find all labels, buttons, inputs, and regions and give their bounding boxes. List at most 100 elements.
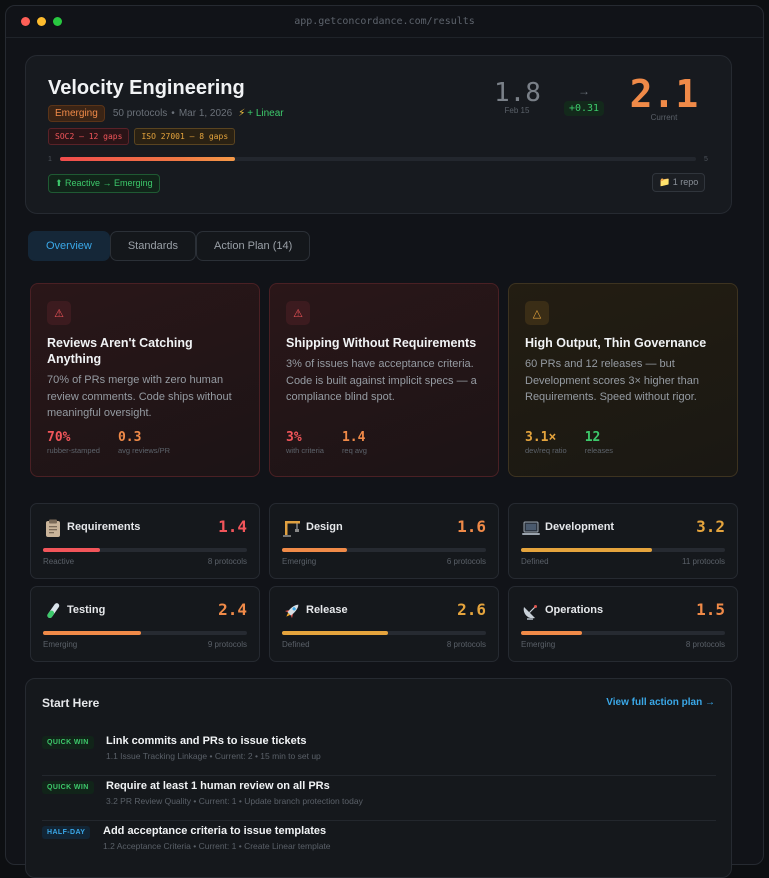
tab-overview[interactable]: Overview [28,231,110,261]
maximize-window-button[interactable] [53,17,62,26]
category-card-operations[interactable]: Operations 1.5 Emerging 8 protocols [508,586,738,662]
scale-min-label: 1 [48,156,52,163]
category-card-release[interactable]: Release 2.6 Defined 8 protocols [269,586,499,662]
insight-stats: 3.1× dev/req ratio 12 releases [525,430,613,455]
category-level: Defined [282,640,310,649]
category-progress-fill [43,631,141,635]
stat-value: 0.3 [117,430,142,445]
stat-label: req avg [341,446,367,455]
insight-card-governance[interactable]: △ High Output, Thin Governance 60 PRs an… [508,283,738,477]
iso-gap-tag[interactable]: ISO 27001 — 8 gaps [134,128,236,145]
previous-score-date: Feb 15 [504,106,530,115]
category-level: Emerging [282,557,317,566]
title-bar: app.getconcordance.com/results [6,6,763,38]
company-name: Velocity Engineering [48,77,245,99]
stat-label: avg reviews/PR [117,446,171,455]
tab-action-plan[interactable]: Action Plan (14) [196,231,311,261]
current-score-value: 2.1 [629,72,699,116]
start-here-title: Start Here [42,696,100,710]
stat-label: rubber-stamped [47,446,100,455]
category-progress-fill [282,548,348,552]
stat-value: 3% [286,430,302,445]
category-score: 2.4 [218,600,247,619]
action-subtitle: 1.1 Issue Tracking Linkage • Current: 2 … [106,751,321,761]
category-card-development[interactable]: Development 3.2 Defined 11 protocols [508,503,738,579]
category-protocols: 8 protocols [685,640,725,649]
category-score: 1.6 [457,517,486,536]
current-score-label: Current [650,113,678,122]
insight-stats: 70% rubber-stamped 0.3 avg reviews/PR [47,430,170,455]
insight-stat: 3.1× dev/req ratio [525,430,567,455]
integration-label: + Linear [247,108,284,119]
view-action-plan-link[interactable]: View full action plan → [606,697,715,708]
warning-icon: ⚠ [286,301,310,325]
assessment-date: Mar 1, 2026 [178,108,233,119]
score-delta-badge: +0.31 [563,101,605,116]
category-protocols: 8 protocols [446,640,486,649]
satellite-icon [521,601,541,621]
tab-standards[interactable]: Standards [109,231,196,261]
trend-badge: ⬆ Reactive → Emerging [48,174,160,193]
maturity-level-badge: Emerging [48,105,105,122]
url-bar[interactable]: app.getconcordance.com/results [294,16,475,27]
category-score: 1.4 [218,517,247,536]
stat-label: with criteria [286,446,324,455]
insight-body: 60 PRs and 12 releases — but Development… [525,358,699,403]
score-summary-card: Velocity Engineering Emerging 50 protoco… [25,55,732,214]
category-protocols: 11 protocols [682,557,725,566]
category-progress-fill [521,548,652,552]
maturity-progress-fill [60,157,235,161]
arrow-right-icon: → [578,84,590,98]
integration-badge: ⚡ + Linear [238,108,283,119]
category-name: Release [306,604,348,616]
insight-title: Reviews Aren't Catching Anything [47,336,193,366]
action-item[interactable]: QUICK WIN Link commits and PRs to issue … [42,731,716,776]
rocket-icon [282,601,302,621]
test-tube-icon [43,601,63,621]
action-item[interactable]: QUICK WIN Require at least 1 human revie… [42,776,716,821]
insight-card-requirements[interactable]: ⚠ Shipping Without Requirements 3% of is… [269,283,499,477]
category-score: 1.5 [696,600,725,619]
stat-value: 1.4 [341,430,366,445]
action-title: Link commits and PRs to issue tickets [106,735,307,747]
compliance-gaps: SOC2 — 12 gaps ISO 27001 — 8 gaps [48,128,236,145]
action-tag: QUICK WIN [42,781,94,794]
insight-stat: 12 releases [585,430,613,455]
clipboard-icon [43,518,63,538]
category-progress-bar [282,548,486,552]
category-card-design[interactable]: Design 1.6 Emerging 6 protocols [269,503,499,579]
category-protocols: 6 protocols [446,557,486,566]
category-score: 3.2 [696,517,725,536]
caution-icon: △ [525,301,549,325]
category-card-testing[interactable]: Testing 2.4 Emerging 9 protocols [30,586,260,662]
action-tag: HALF-DAY [42,826,91,839]
maturity-progress-bar [60,157,696,161]
action-item[interactable]: HALF-DAY Add acceptance criteria to issu… [42,821,716,866]
lightning-icon: ⚡ [238,108,246,119]
category-score: 2.6 [457,600,486,619]
category-progress-bar [43,548,247,552]
category-level: Defined [521,557,549,566]
insight-stat: 1.4 req avg [342,430,367,455]
scale-max-label: 5 [704,156,708,163]
action-title: Add acceptance criteria to issue templat… [103,825,327,837]
soc2-gap-tag[interactable]: SOC2 — 12 gaps [48,128,130,145]
insight-card-reviews[interactable]: ⚠ Reviews Aren't Catching Anything 70% o… [30,283,260,477]
company-meta: Emerging 50 protocols • Mar 1, 2026 ⚡ + L… [48,105,284,122]
insight-stat: 3% with criteria [286,430,324,455]
category-name: Requirements [67,521,141,533]
close-window-button[interactable] [21,17,30,26]
category-progress-bar [282,631,486,635]
previous-score-value: 1.8 [494,78,541,108]
insight-body: 70% of PRs merge with zero human review … [47,374,232,419]
category-name: Testing [67,604,106,616]
minimize-window-button[interactable] [37,17,46,26]
repo-count-button[interactable]: 📁 1 repo [652,173,706,192]
category-protocols: 9 protocols [207,640,247,649]
category-name: Operations [545,604,604,616]
insight-stat: 70% rubber-stamped [47,430,100,455]
previous-score: 1.8 Feb 15 [494,78,541,115]
category-progress-bar [521,631,725,635]
insight-stats: 3% with criteria 1.4 req avg [286,430,367,455]
category-card-requirements[interactable]: Requirements 1.4 Reactive 8 protocols [30,503,260,579]
